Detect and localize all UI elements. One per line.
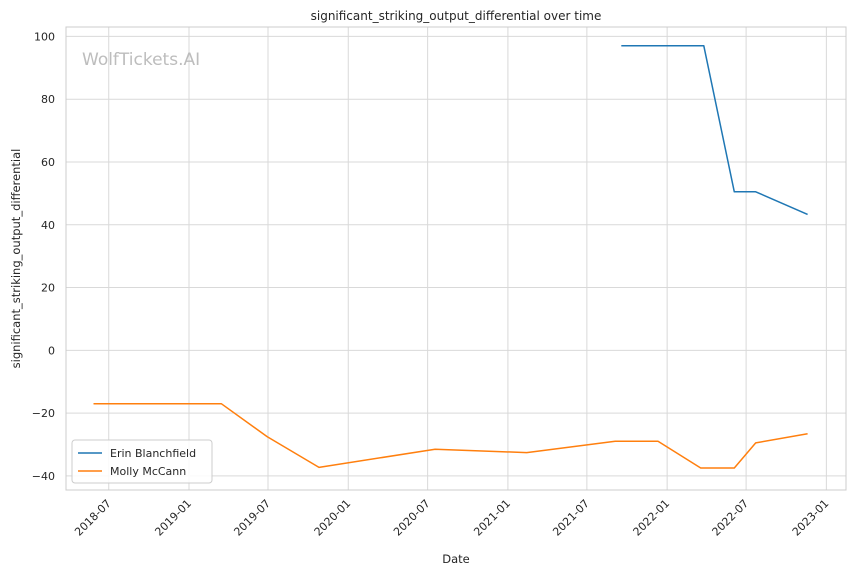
legend-box (71, 439, 213, 484)
plot-frame (65, 26, 847, 491)
y-tick-label: 20 (41, 282, 55, 295)
x-axis-ticks: 2018-07 2019-01 2019-07 2020-01 2020-07 2021-… (72, 497, 831, 539)
grid (66, 27, 846, 490)
y-axis-label: significant_striking_output_differential (9, 149, 23, 369)
series-layer (93, 45, 808, 469)
x-tick-label: 2023-01 (790, 497, 832, 539)
y-tick-label: 80 (41, 93, 55, 106)
y-tick-label: −40 (32, 470, 55, 483)
y-tick-label: −20 (32, 407, 55, 420)
y-tick-label: 100 (34, 30, 55, 43)
x-tick-label: 2020-07 (391, 497, 433, 539)
x-tick-label: 2020-01 (312, 497, 354, 539)
x-tick-label: 2018-07 (72, 497, 114, 539)
x-tick-label: 2021-07 (550, 497, 592, 539)
x-tick-label: 2019-07 (231, 497, 273, 539)
legend-label: Molly McCann (110, 465, 186, 478)
y-tick-label: 40 (41, 219, 55, 232)
y-tick-label: 0 (48, 344, 55, 357)
legend: Erin Blanchfield Molly McCann (71, 439, 213, 484)
x-tick-label: 2021-01 (471, 497, 513, 539)
y-tick-label: 60 (41, 156, 55, 169)
x-tick-label: 2019-01 (152, 497, 194, 539)
x-axis-label: Date (442, 552, 470, 566)
y-axis-ticks: −40 −20 0 20 40 60 80 100 (32, 30, 55, 482)
series-line-1 (93, 402, 808, 469)
legend-label: Erin Blanchfield (110, 447, 196, 460)
x-tick-label: 2022-07 (710, 497, 752, 539)
watermark-text: WolfTickets.AI (82, 50, 200, 70)
x-tick-label: 2022-01 (631, 497, 673, 539)
chart-title: significant_striking_output_differential… (311, 9, 602, 23)
series-line-0 (621, 45, 808, 216)
